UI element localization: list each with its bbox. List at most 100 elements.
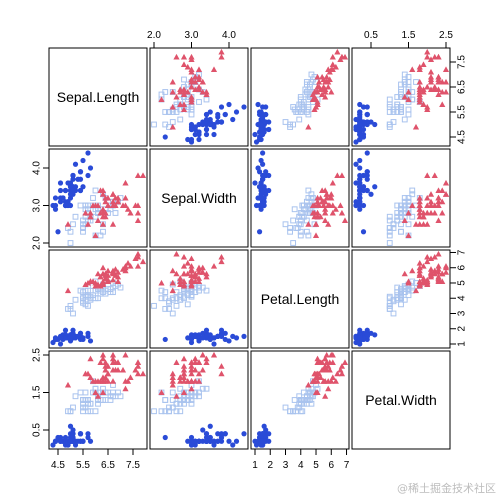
point-s2-r2-c1-6 <box>169 287 176 294</box>
point-s2-r1-c0-14 <box>87 209 94 216</box>
point-s2-r3-c2-33 <box>314 389 321 395</box>
point-s0-r1-c0-39 <box>70 187 76 194</box>
point-s2-r0-c1-43 <box>195 76 203 82</box>
point-s0-r3-c1-44 <box>218 431 225 437</box>
y-tick-label-petal-length-5: 6 <box>457 265 468 271</box>
point-s0-r3-c0-43 <box>67 423 74 429</box>
point-s0-r1-c3-23 <box>368 191 374 197</box>
x-tick-label-petal-length-0: 1 <box>252 460 258 471</box>
point-s1-r1-c2-7 <box>287 225 293 231</box>
point-s2-r2-c0-43 <box>112 266 119 272</box>
point-s2-r2-c3-31 <box>424 258 431 265</box>
point-s0-r0-c1-33 <box>233 109 240 115</box>
point-s2-r3-c0-40 <box>109 355 117 362</box>
point-s0-r0-c2-44 <box>266 119 272 125</box>
point-s2-r2-c3-32 <box>431 270 438 277</box>
point-s1-r0-c1-34 <box>188 111 195 118</box>
point-s1-r1-c0-34 <box>77 202 84 209</box>
point-s2-r2-c3-8 <box>416 267 423 274</box>
point-s1-r3-c1-47 <box>184 397 191 403</box>
point-s2-r1-c3-34 <box>401 217 408 223</box>
point-s1-r2-c3-45 <box>394 292 401 299</box>
x-tick-label-petal-length-5: 6 <box>328 460 334 471</box>
point-s2-r3-c2-22 <box>338 370 346 377</box>
point-s1-r1-c2-44 <box>300 213 307 220</box>
x-tick-label-petal-width-1: 1.5 <box>402 30 416 41</box>
point-s2-r0-c3-32 <box>431 86 438 92</box>
point-s2-r2-c0-6 <box>64 287 72 294</box>
point-s2-r3-c1-13 <box>169 370 176 377</box>
point-s2-r0-c1-22 <box>180 53 188 60</box>
point-s1-r1-c3-29 <box>386 217 393 224</box>
point-s2-r0-c3-9 <box>442 66 450 72</box>
point-s2-r2-c3-34 <box>401 270 408 277</box>
point-s0-r3-c1-38 <box>188 438 195 444</box>
point-s0-r0-c3-37 <box>353 124 359 130</box>
point-s0-r3-c1-15 <box>241 431 247 437</box>
point-s2-r3-c2-9 <box>329 351 336 358</box>
y-tick-label-sepal-width-1: 3.0 <box>32 198 43 212</box>
point-s2-r2-c1-26 <box>180 282 188 289</box>
point-s2-r2-c1-39 <box>192 273 199 280</box>
point-s2-r1-c2-7 <box>332 206 339 212</box>
point-s2-r2-c0-38 <box>92 282 99 289</box>
point-s2-r2-c3-9 <box>442 263 450 269</box>
point-s1-r1-c0-3 <box>80 228 86 235</box>
point-s0-r1-c2-33 <box>258 157 264 164</box>
point-s0-r1-c0-15 <box>85 150 91 156</box>
point-s2-r3-c2-40 <box>322 355 329 362</box>
point-s0-r0-c2-18 <box>263 104 269 110</box>
point-s2-r2-c3-7 <box>416 260 423 266</box>
point-s2-r3-c1-14 <box>180 355 188 362</box>
point-s2-r3-c0-14 <box>87 355 94 362</box>
point-s0-r3-c0-45 <box>62 434 69 441</box>
x-tick-label-petal-length-4: 5 <box>313 460 319 471</box>
point-s2-r0-c3-29 <box>409 66 416 72</box>
point-s2-r2-c3-29 <box>409 267 416 274</box>
point-s2-r0-c1-44 <box>199 78 206 85</box>
point-s0-r1-c3-19 <box>360 172 367 179</box>
point-s1-r0-c3-48 <box>390 119 397 125</box>
point-s2-r3-c2-34 <box>322 393 329 399</box>
point-s2-r2-c1-15 <box>195 275 203 281</box>
point-s2-r0-c3-46 <box>420 88 427 95</box>
point-s1-r1-c3-33 <box>409 213 416 220</box>
point-s1-r0-c1-26 <box>181 76 187 83</box>
point-s2-r0-c3-33 <box>405 88 412 95</box>
y-tick-label-petal-width-0: 0.5 <box>32 423 43 437</box>
point-s1-r1-c3-13 <box>401 206 408 213</box>
point-s0-r3-c1-40 <box>207 434 213 441</box>
point-s0-r2-c1-22 <box>211 341 217 347</box>
point-s2-r0-c1-17 <box>218 53 225 60</box>
point-s2-r3-c2-43 <box>326 359 333 365</box>
point-s0-r0-c1-25 <box>188 121 195 128</box>
point-s1-r3-c1-45 <box>188 400 195 407</box>
point-s2-r1-c0-18 <box>134 217 142 223</box>
point-s2-r3-c2-38 <box>309 378 317 384</box>
point-s2-r2-c3-49 <box>416 278 423 284</box>
point-s2-r3-c0-34 <box>94 393 102 399</box>
point-s2-r1-c0-43 <box>112 194 119 201</box>
point-s1-r1-c0-48 <box>70 221 76 228</box>
point-s0-r0-c1-31 <box>203 111 210 118</box>
point-s2-r1-c0-45 <box>109 202 117 208</box>
point-s0-r3-c1-46 <box>218 438 225 444</box>
point-s2-r0-c3-49 <box>416 98 423 105</box>
point-s0-r3-c0-44 <box>70 431 76 437</box>
point-s0-r1-c0-6 <box>57 187 64 194</box>
plot-marks: Sepal.Length Sepal.Width Petal.Length Petal… <box>32 30 468 471</box>
point-s2-r2-c1-40 <box>192 270 199 277</box>
point-s1-r0-c3-31 <box>386 109 393 115</box>
point-s2-r0-c2-43 <box>326 76 333 82</box>
point-s2-r1-c3-33 <box>405 209 412 216</box>
point-s1-r1-c2-47 <box>302 206 309 213</box>
point-s2-r0-c3-14 <box>439 101 446 107</box>
point-s2-r1-c2-9 <box>329 179 336 186</box>
point-s1-r1-c2-40 <box>303 217 310 224</box>
panel-frame-2-1 <box>149 249 249 349</box>
point-s0-r0-c1-34 <box>192 124 198 130</box>
point-s1-r3-c2-29 <box>290 408 297 415</box>
point-s1-r1-c3-23 <box>394 210 401 216</box>
point-s2-r2-c1-17 <box>218 253 225 260</box>
x-tick-label-sepal-length-1: 5.5 <box>76 460 90 471</box>
